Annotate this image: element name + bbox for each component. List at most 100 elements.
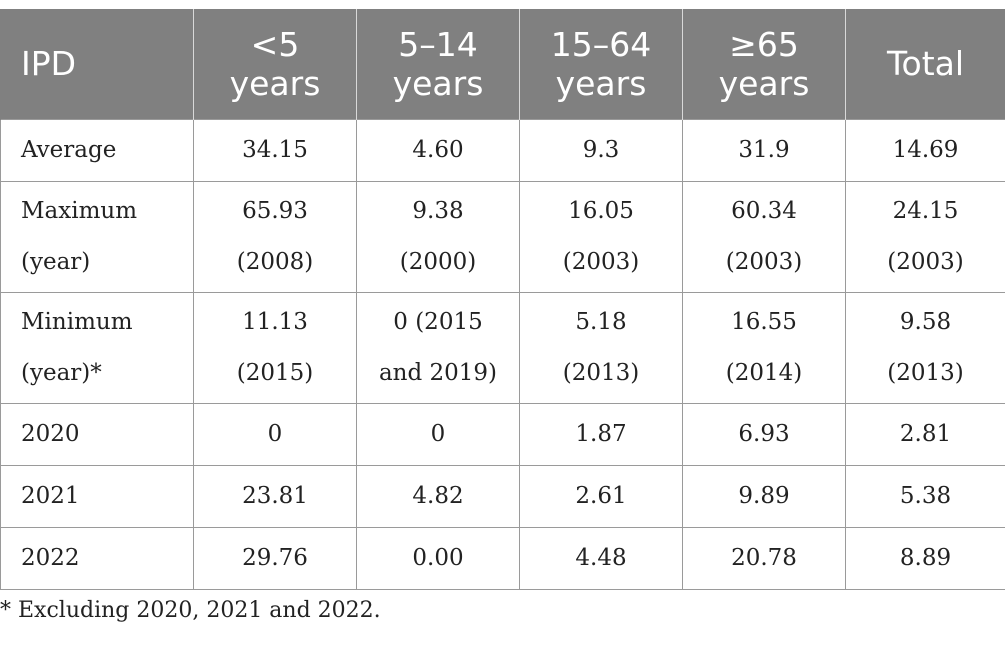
cell-line: 9.58 — [899, 308, 952, 335]
header-line: years — [392, 63, 484, 103]
table-cell: 65.93 (2008) — [193, 180, 357, 293]
row-label-line: 2022 — [21, 544, 80, 571]
table-row: 2021 23.81 4.82 2.61 9.89 5.38 — [0, 464, 1005, 528]
table-cell: 24.15 (2003) — [845, 180, 1005, 293]
row-label-line: (year) — [21, 248, 91, 275]
header-line: ≥65 — [729, 24, 799, 64]
table-cell: 4.48 — [519, 526, 683, 590]
header-line: Total — [886, 44, 965, 84]
row-label-line: Maximum — [21, 197, 138, 224]
cell-line: 8.89 — [899, 544, 952, 571]
cell-line: 24.15 — [892, 197, 959, 224]
cell-line: 9.89 — [738, 482, 790, 509]
cell-line: (2013) — [562, 359, 640, 386]
cell-line: 5.18 — [575, 308, 627, 335]
cell-line: 0 — [430, 420, 446, 447]
row-label: Minimum (year)* — [0, 291, 194, 404]
header-total: Total — [845, 9, 1005, 119]
cell-line: 9.38 — [412, 197, 464, 224]
cell-line: 2.81 — [899, 420, 952, 447]
table-cell: 5.18 (2013) — [519, 291, 683, 404]
header-ipd: IPD — [0, 9, 194, 119]
table-cell: 4.60 — [356, 118, 520, 182]
cell-line: 0 — [267, 420, 283, 447]
cell-line: (2003) — [887, 248, 964, 275]
cell-line: 2.61 — [575, 482, 627, 509]
row-label-line: (year)* — [21, 359, 102, 386]
table-cell: 9.89 — [682, 464, 846, 528]
cell-line: 9.3 — [582, 136, 620, 163]
cell-line: 0 (2015 — [393, 308, 483, 335]
row-label: 2020 — [0, 402, 194, 466]
table-cell: 34.15 — [193, 118, 357, 182]
cell-line: 16.55 — [731, 308, 797, 335]
row-label-line: 2020 — [21, 420, 80, 447]
table-cell: 0 (2015 and 2019) — [356, 291, 520, 404]
table-header: IPD <5 years 5–14 years 15–64 years ≥65 … — [0, 9, 1005, 119]
header-line: years — [555, 63, 647, 103]
table-cell: 0 — [356, 402, 520, 466]
cell-line: 29.76 — [242, 544, 308, 571]
table-cell: 9.58 (2013) — [845, 291, 1005, 404]
table-cell: 9.38 (2000) — [356, 180, 520, 293]
table-cell: 4.82 — [356, 464, 520, 528]
cell-line: 31.9 — [738, 136, 790, 163]
cell-line: 0.00 — [412, 544, 464, 571]
cell-line: (2013) — [887, 359, 964, 386]
cell-line: 14.69 — [892, 136, 959, 163]
header-line: years — [718, 63, 810, 103]
header-line: IPD — [21, 44, 77, 84]
row-label: Average — [0, 118, 194, 182]
table-row: Minimum (year)* 11.13 (2015) 0 (2015 and 2019… — [0, 291, 1005, 404]
table-cell: 6.93 — [682, 402, 846, 466]
table-cell: 0.00 — [356, 526, 520, 590]
footnote: * Excluding 2020, 2021 and 2022. — [0, 598, 381, 623]
table-cell: 1.87 — [519, 402, 683, 466]
cell-line: (2003) — [725, 248, 803, 275]
cell-line: (2003) — [562, 248, 640, 275]
ipd-table: IPD <5 years 5–14 years 15–64 years ≥65 … — [0, 9, 1005, 590]
table-row: Maximum (year) 65.93 (2008) 9.38 (2000) 16.05 (… — [0, 180, 1005, 293]
header-65-plus: ≥65 years — [682, 9, 846, 119]
cell-line: 1.87 — [575, 420, 627, 447]
cell-line: (2008) — [236, 248, 314, 275]
cell-line: 6.93 — [738, 420, 790, 447]
table-row: 2022 29.76 0.00 4.48 20.78 8.89 — [0, 526, 1005, 590]
table-cell: 31.9 — [682, 118, 846, 182]
cell-line: 11.13 — [242, 308, 308, 335]
table-cell: 9.3 — [519, 118, 683, 182]
header-line: 5–14 — [398, 24, 478, 64]
table-cell: 2.81 — [845, 402, 1005, 466]
header-row: IPD <5 years 5–14 years 15–64 years ≥65 … — [0, 9, 1005, 119]
cell-line: and 2019) — [378, 359, 498, 386]
cell-line: 34.15 — [242, 136, 308, 163]
table-cell: 16.05 (2003) — [519, 180, 683, 293]
table-cell: 14.69 — [845, 118, 1005, 182]
cell-line: 20.78 — [731, 544, 797, 571]
row-label: 2021 — [0, 464, 194, 528]
cell-line: 4.82 — [412, 482, 464, 509]
row-label: 2022 — [0, 526, 194, 590]
row-label: Maximum (year) — [0, 180, 194, 293]
table-cell: 16.55 (2014) — [682, 291, 846, 404]
header-15-64: 15–64 years — [519, 9, 683, 119]
table-cell: 23.81 — [193, 464, 357, 528]
cell-line: 4.60 — [412, 136, 464, 163]
table-body: Average 34.15 4.60 9.3 31.9 14.69 Maximum (year… — [0, 118, 1005, 590]
table-cell: 8.89 — [845, 526, 1005, 590]
table-cell: 20.78 — [682, 526, 846, 590]
table-row: 2020 0 0 1.87 6.93 2.81 — [0, 402, 1005, 466]
cell-line: 23.81 — [242, 482, 308, 509]
table-cell: 60.34 (2003) — [682, 180, 846, 293]
table-cell: 5.38 — [845, 464, 1005, 528]
row-label-line: Average — [21, 136, 117, 163]
table-cell: 29.76 — [193, 526, 357, 590]
cell-line: 5.38 — [899, 482, 952, 509]
cell-line: 4.48 — [575, 544, 627, 571]
header-line: 15–64 — [550, 24, 652, 64]
header-line: <5 — [250, 24, 300, 64]
table-cell: 0 — [193, 402, 357, 466]
table-row: Average 34.15 4.60 9.3 31.9 14.69 — [0, 118, 1005, 182]
cell-line: 60.34 — [731, 197, 797, 224]
cell-line: (2014) — [725, 359, 803, 386]
